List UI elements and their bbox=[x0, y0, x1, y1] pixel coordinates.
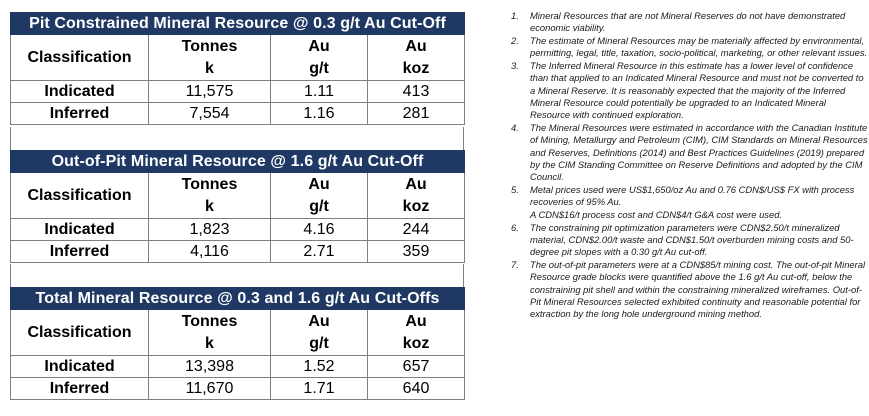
header-row: Classification Tonnes k Au g/t Au koz bbox=[10, 309, 466, 356]
row-classification: Indicated bbox=[10, 80, 149, 103]
table-row: Indicated 11,575 1.11 413 bbox=[10, 80, 465, 103]
footnote: 3. The Inferred Mineral Resource in this… bbox=[508, 60, 868, 121]
header-tonnes: Tonnes k bbox=[148, 172, 271, 219]
row-classification: Indicated bbox=[10, 218, 149, 241]
row-ounces: 413 bbox=[367, 80, 465, 103]
footnote: 5. Metal prices used were US$1,650/oz Au… bbox=[508, 184, 868, 221]
table-row: Inferred 7,554 1.16 281 bbox=[10, 102, 465, 125]
footnote-number: 7. bbox=[511, 258, 519, 270]
row-ounces: 657 bbox=[366, 355, 466, 378]
header-grade: Au g/t bbox=[270, 172, 368, 219]
table-spacer bbox=[10, 264, 464, 288]
footnote: 4. The Mineral Resources were estimated … bbox=[508, 122, 868, 183]
footnote-number: 4. bbox=[511, 122, 519, 134]
pit-constrained-resource-table: Pit Constrained Mineral Resource @ 0.3 g… bbox=[10, 12, 465, 125]
header-ounces: Au koz bbox=[366, 309, 466, 356]
footnote: 1. Mineral Resources that are not Minera… bbox=[508, 10, 868, 35]
row-classification: Inferred bbox=[10, 377, 149, 400]
footnotes-list: 1. Mineral Resources that are not Minera… bbox=[508, 10, 868, 321]
footnote: 7. The out-of-pit parameters were at a C… bbox=[508, 259, 868, 320]
total-resource-table: Total Mineral Resource @ 0.3 and 1.6 g/t… bbox=[9, 287, 466, 400]
footnote-text: The Inferred Mineral Resource in this es… bbox=[530, 60, 864, 121]
footnote-number: 2. bbox=[511, 35, 519, 47]
footnote-text: Mineral Resources that are not Mineral R… bbox=[530, 10, 846, 34]
row-grade: 1.11 bbox=[270, 80, 368, 103]
footnote-continuation: A CDN$16/t process cost and CDN$4/t G&A … bbox=[530, 208, 783, 220]
row-tonnes: 1,823 bbox=[148, 218, 271, 241]
header-ounces: Au koz bbox=[366, 172, 466, 219]
footnote-text: The estimate of Mineral Resources may be… bbox=[530, 35, 868, 59]
header-classification: Classification bbox=[10, 34, 149, 81]
row-grade: 1.16 bbox=[270, 102, 368, 125]
row-grade: 2.71 bbox=[270, 240, 368, 263]
header-tonnes: Tonnes k bbox=[148, 309, 271, 356]
header-grade: Au g/t bbox=[270, 34, 368, 81]
header-row: Classification Tonnes k Au g/t Au koz bbox=[10, 172, 466, 219]
row-tonnes: 11,575 bbox=[148, 80, 271, 103]
table-row: Inferred 11,670 1.71 640 bbox=[10, 377, 466, 400]
footnote-number: 6. bbox=[511, 221, 519, 233]
footnote-text: The Mineral Resources were estimated in … bbox=[530, 122, 868, 183]
footnote-text: The out-of-pit parameters were at a CDN$… bbox=[530, 258, 866, 320]
table-spacer bbox=[10, 127, 464, 151]
row-ounces: 359 bbox=[366, 240, 466, 263]
header-row: Classification Tonnes k Au g/t Au koz bbox=[10, 34, 465, 81]
header-tonnes: Tonnes k bbox=[148, 34, 271, 81]
row-grade: 1.52 bbox=[270, 355, 368, 378]
row-classification: Inferred bbox=[10, 240, 149, 263]
table-row: Indicated 13,398 1.52 657 bbox=[10, 355, 466, 378]
header-grade: Au g/t bbox=[270, 309, 368, 356]
row-classification: Indicated bbox=[10, 355, 149, 378]
row-ounces: 244 bbox=[366, 218, 466, 241]
row-ounces: 640 bbox=[366, 377, 466, 400]
row-tonnes: 7,554 bbox=[148, 102, 271, 125]
table-row: Indicated 1,823 4.16 244 bbox=[10, 218, 466, 241]
row-classification: Inferred bbox=[10, 102, 149, 125]
row-grade: 4.16 bbox=[270, 218, 368, 241]
row-ounces: 281 bbox=[367, 102, 465, 125]
footnote-number: 5. bbox=[511, 184, 519, 196]
table-title: Total Mineral Resource @ 0.3 and 1.6 g/t… bbox=[9, 287, 466, 310]
header-classification: Classification bbox=[10, 172, 149, 219]
header-ounces: Au koz bbox=[367, 34, 465, 81]
row-tonnes: 4,116 bbox=[148, 240, 271, 263]
footnote-number: 3. bbox=[511, 60, 519, 72]
row-grade: 1.71 bbox=[270, 377, 368, 400]
out-of-pit-resource-table: Out-of-Pit Mineral Resource @ 1.6 g/t Au… bbox=[9, 150, 466, 263]
footnote-text: The constraining pit optimization parame… bbox=[530, 221, 854, 258]
row-tonnes: 13,398 bbox=[148, 355, 271, 378]
footnote: 6. The constraining pit optimization par… bbox=[508, 222, 868, 259]
table-title: Out-of-Pit Mineral Resource @ 1.6 g/t Au… bbox=[9, 150, 466, 173]
header-classification: Classification bbox=[10, 309, 149, 356]
footnote: 2. The estimate of Mineral Resources may… bbox=[508, 35, 868, 60]
table-row: Inferred 4,116 2.71 359 bbox=[10, 240, 466, 263]
footnote-text: Metal prices used were US$1,650/oz Au an… bbox=[530, 184, 855, 208]
footnote-number: 1. bbox=[511, 10, 519, 21]
table-title: Pit Constrained Mineral Resource @ 0.3 g… bbox=[10, 12, 465, 35]
row-tonnes: 11,670 bbox=[148, 377, 271, 400]
